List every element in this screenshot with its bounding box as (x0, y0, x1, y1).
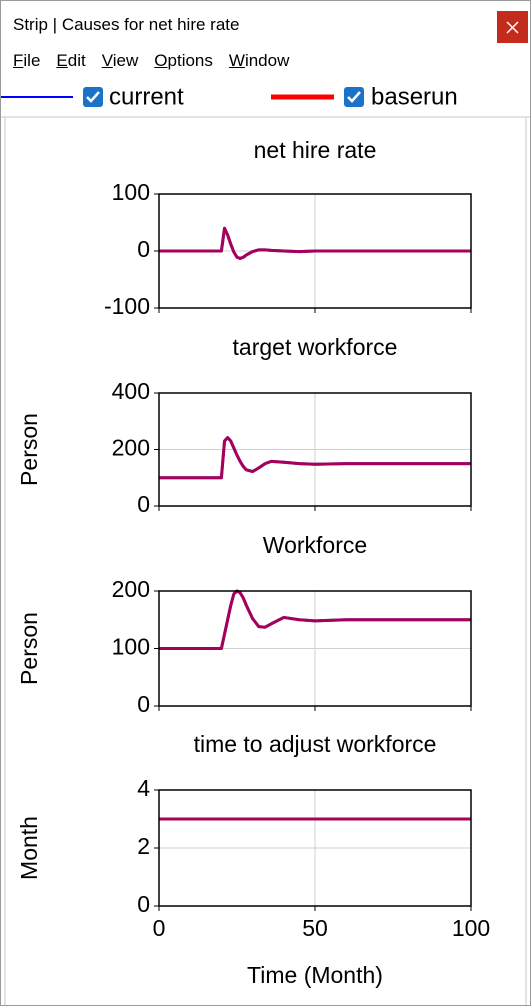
legend-checkbox (344, 87, 364, 107)
y-tick-label: 100 (112, 179, 150, 205)
y-tick-label: 200 (112, 576, 150, 602)
check-mark (347, 91, 361, 103)
y-axis-label: Person (16, 612, 42, 685)
chart-title: target workforce (233, 334, 398, 360)
menu-item[interactable]: Edit (56, 51, 86, 70)
legend-label: baserun (371, 83, 458, 110)
y-tick-label: 0 (137, 691, 150, 717)
legend-checkbox (83, 87, 103, 107)
close-icon (506, 21, 519, 34)
plot-frame (158, 590, 472, 707)
window-title: Strip | Causes for net hire rate (13, 15, 240, 34)
close-button[interactable] (497, 11, 528, 43)
series-line (159, 589, 471, 650)
x-axis-label: Time (Month) (247, 962, 383, 988)
y-tick-label: 4 (137, 775, 150, 801)
x-tick-label: 100 (452, 915, 490, 941)
y-tick-label: 100 (112, 634, 150, 660)
menu-item[interactable]: Window (228, 51, 290, 70)
series-line (159, 589, 471, 650)
y-axis-label: Person/Month (16, 179, 42, 322)
y-axis-label: Month (16, 816, 42, 880)
x-tick-label: 50 (302, 915, 328, 941)
y-tick-label: -100 (104, 293, 150, 319)
y-axis-label: Person (16, 413, 42, 486)
series-line (159, 226, 471, 260)
y-tick-label: 400 (112, 378, 150, 404)
y-tick-label: 2 (137, 833, 150, 859)
y-tick-label: 0 (137, 236, 150, 262)
x-tick-label: 0 (153, 915, 166, 941)
chart-title: net hire rate (254, 137, 377, 163)
y-tick-label: 200 (112, 435, 150, 461)
series-line (159, 436, 471, 480)
chart-title: Workforce (263, 532, 367, 558)
y-tick-label: 0 (137, 891, 150, 917)
menu-item[interactable]: File (13, 51, 41, 70)
menu-bar: File Edit View Options Window (1, 51, 293, 77)
series-line (159, 226, 471, 260)
series-line (159, 436, 471, 480)
legend-label: current (109, 83, 184, 110)
menu-item[interactable]: View (101, 51, 139, 70)
y-tick-label: 0 (137, 491, 150, 517)
check-mark (86, 91, 100, 103)
plot-frame (158, 392, 472, 507)
menu-item[interactable]: Options (154, 51, 213, 70)
chart-title: time to adjust workforce (194, 731, 437, 757)
plot-frame (158, 193, 472, 309)
plot-frame (158, 789, 472, 907)
